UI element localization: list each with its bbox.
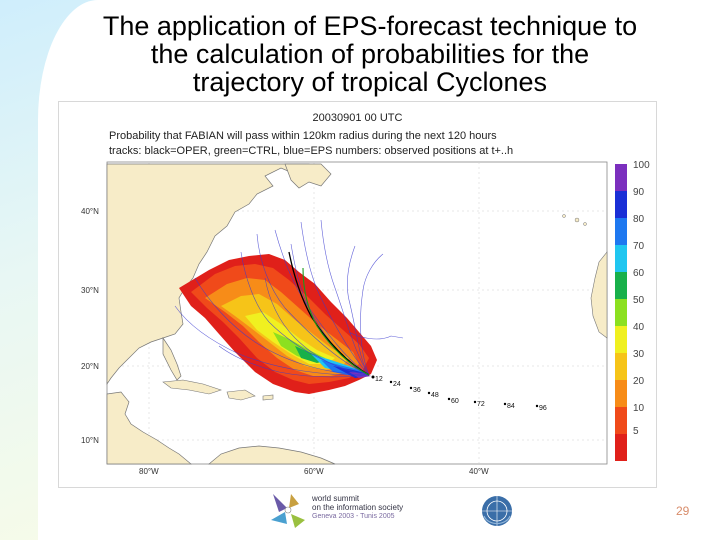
lat-label-20n: 20°N [81, 362, 99, 371]
obs-12h: 12 [375, 376, 383, 383]
cuba-land [162, 379, 222, 395]
africa-land [590, 251, 608, 339]
colorbar-label: 5 [633, 426, 639, 437]
obs-36h: 36 [413, 387, 421, 394]
lon-label-40w: 40°W [469, 467, 489, 476]
wsis-line-2: on the information society [312, 503, 404, 512]
colorbar: 100 90 80 70 60 50 40 30 20 10 5 [615, 160, 650, 461]
puerto-rico-land [262, 394, 274, 401]
oper-track [288, 251, 370, 376]
title-line-2: the calculation of probabilities for the [150, 39, 590, 69]
atlantic-canada-land [284, 163, 332, 189]
colorbar-label: 50 [633, 295, 645, 306]
obs-48h: 48 [431, 392, 439, 399]
ctrl-track [302, 267, 370, 376]
wsis-line-1: world summit [312, 494, 360, 503]
map-header: 20030901 00 UTC Probability that FABIAN … [59, 102, 656, 162]
colorbar-label: 100 [633, 160, 650, 171]
south-america-land [208, 445, 336, 465]
colorbar-segment [615, 245, 627, 272]
eps-tracks [174, 219, 404, 378]
obs-72h: 72 [477, 401, 485, 408]
hispaniola-land [226, 389, 256, 401]
wsis-logo-icon [271, 494, 305, 528]
obs-96h: 96 [539, 405, 547, 412]
colorbar-segment [615, 218, 627, 245]
wmo-emblem-icon [482, 496, 512, 526]
colorbar-label: 60 [633, 268, 645, 279]
colorbar-segment [615, 299, 627, 326]
cyclone-probability-map: 20030901 00 UTC Probability that FABIAN … [58, 101, 657, 488]
lon-label-60w: 60°W [304, 467, 324, 476]
north-america-land [106, 163, 310, 386]
colorbar-label: 20 [633, 376, 645, 387]
map-graphic: 12 24 36 48 60 72 84 96 40°N 30°N 20°N 1… [81, 160, 650, 476]
colorbar-segment [615, 380, 627, 407]
map-header-line-2: tracks: black=OPER, green=CTRL, blue=EPS… [109, 145, 514, 157]
slide-title: The application of EPS-forecast techniqu… [40, 12, 700, 96]
wsis-logo-text: world summit on the information society … [312, 494, 403, 521]
obs-84h: 84 [507, 403, 515, 410]
wsis-line-3: Geneva 2003 - Tunis 2005 [312, 513, 395, 520]
colorbar-label: 70 [633, 241, 645, 252]
observed-positions: 12 24 36 48 60 72 84 96 [371, 375, 547, 412]
colorbar-label: 40 [633, 322, 645, 333]
colorbar-label: 30 [633, 349, 645, 360]
obs-24h: 24 [393, 381, 401, 388]
colorbar-segment [615, 272, 627, 299]
central-america-land [106, 391, 192, 465]
probability-swath [179, 254, 377, 394]
florida-land [162, 336, 182, 381]
colorbar-label: 80 [633, 214, 645, 225]
title-line-3: trajectory of tropical Cyclones [192, 67, 548, 97]
colorbar-segment [615, 191, 627, 218]
map-header-line-1: Probability that FABIAN will pass within… [109, 130, 497, 142]
map-date: 20030901 00 UTC [312, 112, 403, 124]
lat-label-10n: 10°N [81, 436, 99, 445]
obs-60h: 60 [451, 398, 459, 405]
lat-label-30n: 30°N [81, 286, 99, 295]
colorbar-segment [615, 164, 627, 191]
colorbar-label: 90 [633, 187, 645, 198]
colorbar-label: 10 [633, 403, 645, 414]
colorbar-segment [615, 353, 627, 380]
lon-label-80w: 80°W [139, 467, 159, 476]
title-line-1: The application of EPS-forecast techniqu… [102, 11, 638, 41]
lat-label-40n: 40°N [81, 207, 99, 216]
colorbar-segment [615, 434, 627, 461]
page-number: 29 [676, 504, 690, 518]
colorbar-segment [615, 407, 627, 434]
atlantic-islands [562, 214, 587, 226]
colorbar-segment [615, 326, 627, 353]
